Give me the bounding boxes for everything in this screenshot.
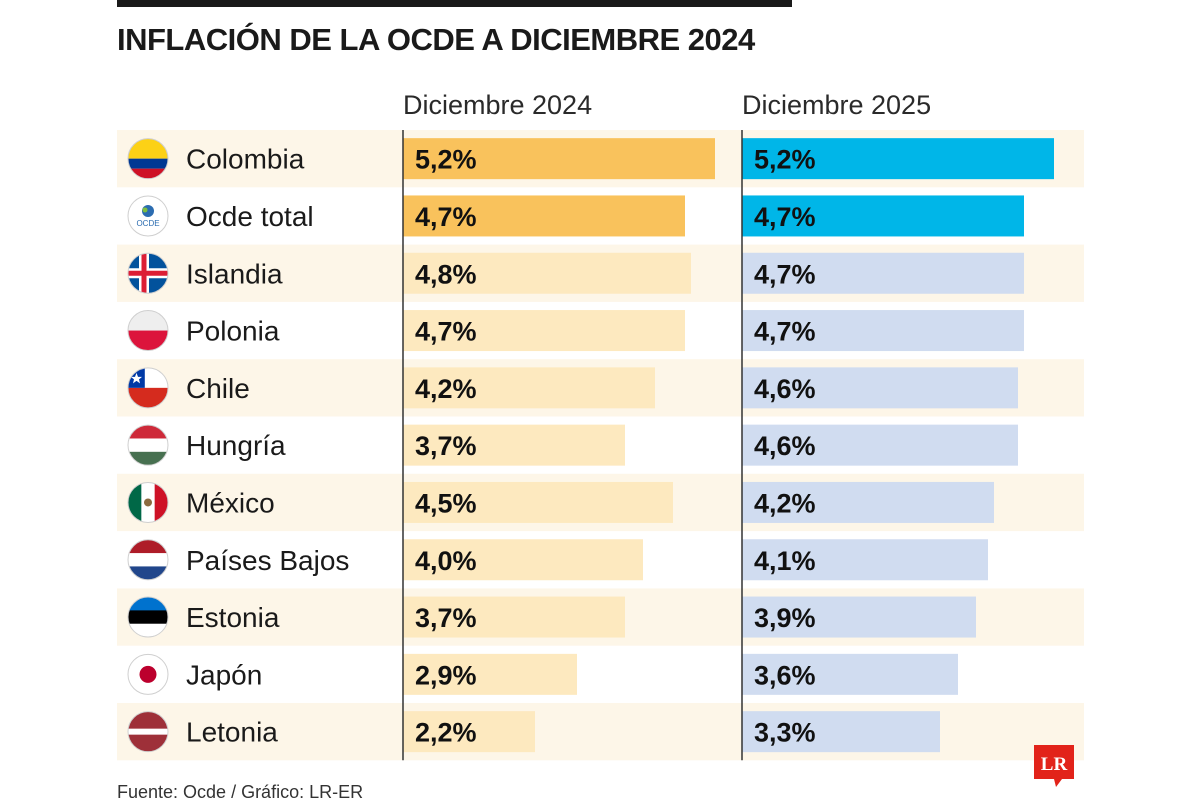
bar-2024 — [403, 138, 715, 180]
latvia-flag-icon — [127, 711, 169, 753]
country-label: Colombia — [186, 144, 305, 175]
table-row: México 4,5% 4,2% — [117, 473, 1084, 532]
value-label-2025: 3,6% — [754, 660, 816, 690]
chart-title: INFLACIÓN DE LA OCDE A DICIEMBRE 2024 — [117, 22, 755, 57]
svg-text:OCDE: OCDE — [136, 219, 159, 228]
table-row: Hungría 3,7% 4,6% — [127, 424, 1018, 466]
bar-2025 — [742, 252, 1024, 294]
value-label-2024: 3,7% — [415, 431, 477, 461]
table-row: Colombia 5,2% 5,2% — [117, 130, 1084, 188]
netherlands-flag-icon — [127, 539, 169, 581]
bar-2025 — [742, 481, 994, 523]
top-rule — [117, 0, 792, 7]
value-label-2024: 5,2% — [415, 145, 477, 175]
table-row: Polonia 4,7% 4,7% — [127, 310, 1024, 352]
table-row: Islandia 4,8% 4,7% — [117, 244, 1084, 302]
value-label-2024: 4,2% — [415, 374, 477, 404]
bar-2024 — [403, 195, 685, 237]
value-label-2025: 4,2% — [754, 488, 816, 518]
lr-logo: LR — [1034, 745, 1074, 787]
lr-logo-text: LR — [1041, 754, 1068, 775]
chile-flag-icon — [127, 367, 169, 409]
table-row: Países Bajos 4,0% 4,1% — [127, 539, 988, 581]
estonia-flag-icon — [127, 596, 169, 638]
ocde-logo-icon: OCDE — [127, 195, 169, 237]
table-row: OCDE Ocde total 4,7% 4,7% — [127, 195, 1024, 237]
country-label: Japón — [186, 659, 262, 690]
table-row: Letonia 2,2% 3,3% — [117, 703, 1084, 761]
country-label: Países Bajos — [186, 545, 349, 576]
country-label: Polonia — [186, 316, 280, 347]
bar-2024 — [403, 711, 535, 753]
country-label: Chile — [186, 373, 250, 404]
value-label-2024: 4,7% — [415, 317, 477, 347]
value-label-2024: 2,2% — [415, 718, 477, 748]
mexico-flag-icon — [127, 481, 169, 523]
bar-2025 — [742, 310, 1024, 352]
value-label-2025: 4,6% — [754, 431, 816, 461]
country-label: Estonia — [186, 602, 280, 633]
bar-2024 — [403, 481, 673, 523]
japan-flag-icon — [127, 653, 169, 695]
value-label-2025: 4,7% — [754, 202, 816, 232]
country-label: Ocde total — [186, 201, 314, 232]
bar-2025 — [742, 711, 940, 753]
value-label-2025: 3,9% — [754, 603, 816, 633]
hungary-flag-icon — [127, 424, 169, 466]
value-label-2025: 5,2% — [754, 145, 816, 175]
bar-2025 — [742, 653, 958, 695]
column-header-2025: Diciembre 2025 — [742, 90, 932, 120]
bar-2024 — [403, 424, 625, 466]
value-label-2024: 4,0% — [415, 546, 477, 576]
value-label-2025: 4,7% — [754, 317, 816, 347]
table-row: Chile 4,2% 4,6% — [117, 359, 1084, 417]
country-label: México — [186, 487, 275, 518]
country-label: Letonia — [186, 717, 278, 748]
table-row: Estonia 3,7% 3,9% — [117, 588, 1084, 646]
colombia-flag-icon — [127, 138, 169, 180]
column-header-2024: Diciembre 2024 — [403, 90, 593, 120]
bar-2025 — [742, 596, 976, 638]
bar-2024 — [403, 367, 655, 409]
value-label-2024: 3,7% — [415, 603, 477, 633]
bar-2024 — [403, 596, 625, 638]
bar-2025 — [742, 367, 1018, 409]
value-label-2025: 4,6% — [754, 374, 816, 404]
bar-2025 — [742, 138, 1054, 180]
table-row: Japón 2,9% 3,6% — [127, 653, 958, 695]
bar-2025 — [742, 195, 1024, 237]
bar-2024 — [403, 653, 577, 695]
value-label-2025: 4,1% — [754, 546, 816, 576]
poland-flag-icon — [127, 310, 169, 352]
source-footer: Fuente: Ocde / Gráfico: LR-ER — [117, 782, 364, 802]
value-label-2025: 3,3% — [754, 718, 816, 748]
bar-2025 — [742, 539, 988, 581]
value-label-2024: 4,5% — [415, 488, 477, 518]
iceland-flag-icon — [127, 252, 169, 294]
country-label: Hungría — [186, 430, 286, 461]
value-label-2024: 4,8% — [415, 259, 477, 289]
value-label-2024: 4,7% — [415, 202, 477, 232]
bar-2024 — [403, 539, 643, 581]
bar-2024 — [403, 310, 685, 352]
value-label-2024: 2,9% — [415, 660, 477, 690]
bar-2024 — [403, 252, 691, 294]
bar-2025 — [742, 424, 1018, 466]
country-label: Islandia — [186, 258, 283, 289]
value-label-2025: 4,7% — [754, 259, 816, 289]
